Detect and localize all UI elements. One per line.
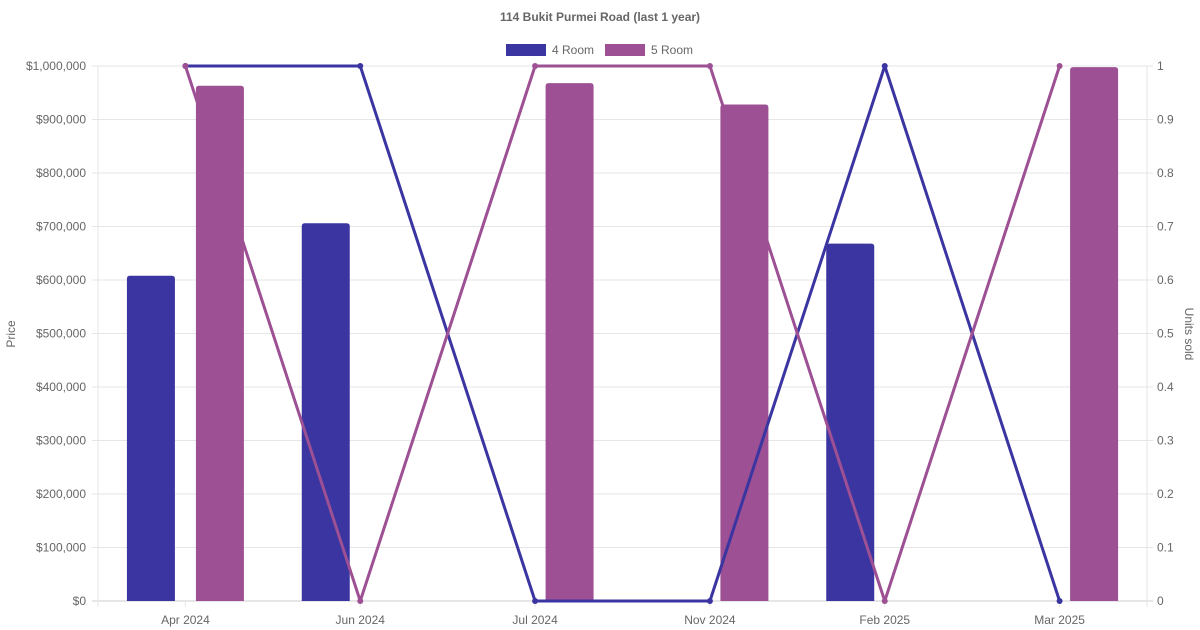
- y-left-tick-label: $100,000: [36, 541, 86, 555]
- y-right-tick-label: 0.5: [1157, 327, 1174, 341]
- x-tick-label: Feb 2025: [859, 613, 910, 627]
- y-left-tick-label: $200,000: [36, 487, 86, 501]
- y-axis-right-title: Units sold: [1182, 308, 1196, 361]
- y-left-tick-label: $300,000: [36, 434, 86, 448]
- bar-5-room: [545, 83, 594, 602]
- y-right-tick-label: 0.1: [1157, 541, 1174, 555]
- chart-title: 114 Bukit Purmei Road (last 1 year): [500, 10, 700, 24]
- point-5-room: [1056, 63, 1063, 69]
- point-4-room: [532, 598, 539, 604]
- point-5-room: [532, 63, 539, 69]
- legend-swatch: [506, 44, 546, 56]
- point-4-room: [706, 598, 713, 604]
- y-right-tick-label: 0.9: [1157, 113, 1174, 127]
- bar-4-room: [126, 275, 175, 601]
- line-5-room: [183, 64, 1062, 603]
- point-5-room: [881, 598, 888, 604]
- legend-swatch: [605, 44, 645, 56]
- y-left-tick-label: $600,000: [36, 273, 86, 287]
- bar-5-room: [720, 104, 769, 602]
- legend-label: 5 Room: [651, 43, 693, 57]
- y-left-tick-label: $500,000: [36, 327, 86, 341]
- bars: [126, 67, 1119, 602]
- grid: [92, 65, 1153, 607]
- y-axis-left-title: Price: [4, 320, 18, 348]
- y-left-tick-label: $1,000,000: [26, 59, 86, 73]
- point-4-room: [1056, 598, 1063, 604]
- axes: $0 0 $100,000 0.1 $200,000 0.2 $300,000 0.3 $400…: [26, 59, 1174, 627]
- x-tick-label: Nov 2024: [684, 613, 736, 627]
- point-4-room: [357, 63, 364, 69]
- y-right-tick-label: 0.2: [1157, 487, 1174, 501]
- point-4-room: [881, 63, 888, 69]
- lines: [182, 63, 1063, 604]
- y-right-tick-label: 0.7: [1157, 220, 1174, 234]
- y-right-tick-label: 0.8: [1157, 166, 1174, 180]
- y-right-tick-label: 0: [1157, 594, 1164, 608]
- y-left-tick-label: $400,000: [36, 380, 86, 394]
- y-right-tick-label: 0.3: [1157, 434, 1174, 448]
- x-tick-label: Jun 2024: [336, 613, 386, 627]
- y-right-tick-label: 1: [1157, 59, 1164, 73]
- bar-4-room: [826, 243, 875, 601]
- bar-4-room: [301, 223, 350, 602]
- y-right-tick-label: 0.4: [1157, 380, 1174, 394]
- bar-5-room: [195, 85, 244, 602]
- y-left-tick-label: $800,000: [36, 166, 86, 180]
- y-left-tick-label: $700,000: [36, 220, 86, 234]
- y-right-tick-label: 0.6: [1157, 273, 1174, 287]
- x-tick-label: Apr 2024: [161, 613, 210, 627]
- point-5-room: [182, 63, 189, 69]
- point-5-room: [357, 598, 364, 604]
- y-left-tick-label: $900,000: [36, 113, 86, 127]
- x-tick-label: Mar 2025: [1034, 613, 1085, 627]
- legend[interactable]: 4 Room 5 Room: [506, 43, 693, 57]
- line-4-room: [185, 64, 1062, 603]
- point-5-room: [706, 63, 713, 69]
- legend-item-5-room[interactable]: 5 Room: [605, 43, 693, 57]
- legend-label: 4 Room: [552, 43, 594, 57]
- bar-5-room: [1070, 67, 1119, 601]
- x-tick-label: Jul 2024: [512, 613, 558, 627]
- y-left-tick-label: $0: [73, 594, 87, 608]
- legend-item-4-room[interactable]: 4 Room: [506, 43, 594, 57]
